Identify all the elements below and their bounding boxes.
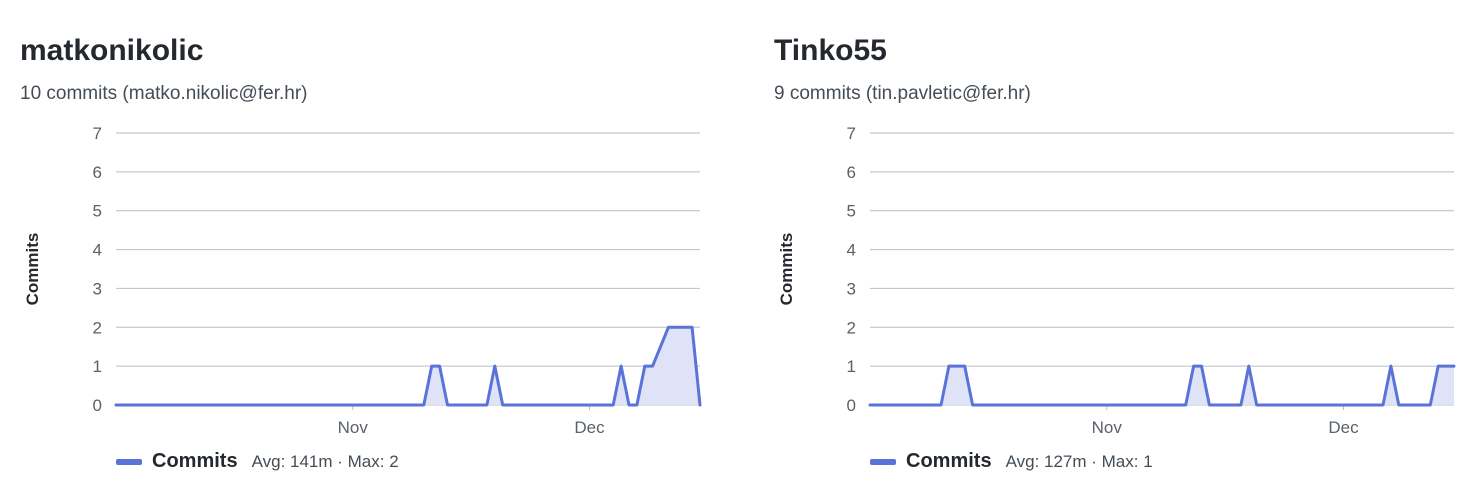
contributor-commit-summary: 10 commits (matko.nikolic@fer.hr) <box>20 83 308 104</box>
legend-series-name: Commits <box>152 450 238 472</box>
legend-stats: Avg: 141m · Max: 2 <box>251 451 399 471</box>
y-tick-label: 6 <box>93 163 102 182</box>
y-axis-label: Commits <box>23 233 42 306</box>
legend-series-name: Commits <box>906 450 992 472</box>
y-tick-label: 4 <box>93 241 102 260</box>
y-tick-label: 0 <box>93 396 102 415</box>
contributor-commit-summary: 9 commits (tin.pavletic@fer.hr) <box>774 83 1031 104</box>
contributor-name[interactable]: Tinko55 <box>774 34 887 67</box>
y-axis-label: Commits <box>777 233 796 306</box>
series-line[interactable] <box>114 325 702 407</box>
y-tick-label: 3 <box>93 279 102 298</box>
y-tick-label: 4 <box>847 241 856 260</box>
series-area-fill <box>870 366 1454 405</box>
y-tick-label: 3 <box>847 279 856 298</box>
series-area-fill <box>116 327 700 405</box>
y-tick-label: 5 <box>93 202 102 221</box>
commits-chart: Commits 0 1 2 3 4 5 6 7 Nov Dec <box>23 124 702 437</box>
y-tick-label: 6 <box>847 163 856 182</box>
contributor-name[interactable]: matkonikolic <box>20 34 204 67</box>
y-tick-label: 5 <box>847 202 856 221</box>
y-tick-label: 1 <box>93 357 102 376</box>
y-tick-label: 1 <box>847 357 856 376</box>
legend-line-swatch <box>116 458 142 465</box>
x-tick-label: Nov <box>1092 418 1123 437</box>
x-tick-label: Dec <box>574 418 605 437</box>
y-tick-label: 0 <box>847 396 856 415</box>
contributor-panel-tinko55: Tinko55 9 commits (tin.pavletic@fer.hr) … <box>774 0 1474 503</box>
y-tick-label: 2 <box>93 318 102 337</box>
legend-line-swatch <box>870 458 896 465</box>
series-line[interactable] <box>868 364 1456 407</box>
legend-stats: Avg: 127m · Max: 1 <box>1005 451 1153 471</box>
contributor-panel-matkonikolic: matkonikolic 10 commits (matko.nikolic@f… <box>20 0 720 503</box>
commits-chart: Commits 0 1 2 3 4 5 6 7 Nov Dec <box>777 124 1456 437</box>
chart-legend[interactable]: Commits Avg: 127m · Max: 1 <box>870 450 1153 473</box>
y-tick-label: 7 <box>847 124 856 143</box>
chart-legend[interactable]: Commits Avg: 141m · Max: 2 <box>116 450 399 473</box>
x-tick-label: Nov <box>338 418 369 437</box>
y-tick-label: 7 <box>93 124 102 143</box>
x-tick-label: Dec <box>1328 418 1359 437</box>
y-tick-label: 2 <box>847 318 856 337</box>
